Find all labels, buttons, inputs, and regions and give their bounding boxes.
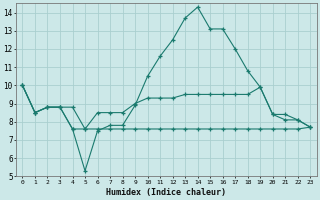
X-axis label: Humidex (Indice chaleur): Humidex (Indice chaleur) [106, 188, 226, 197]
